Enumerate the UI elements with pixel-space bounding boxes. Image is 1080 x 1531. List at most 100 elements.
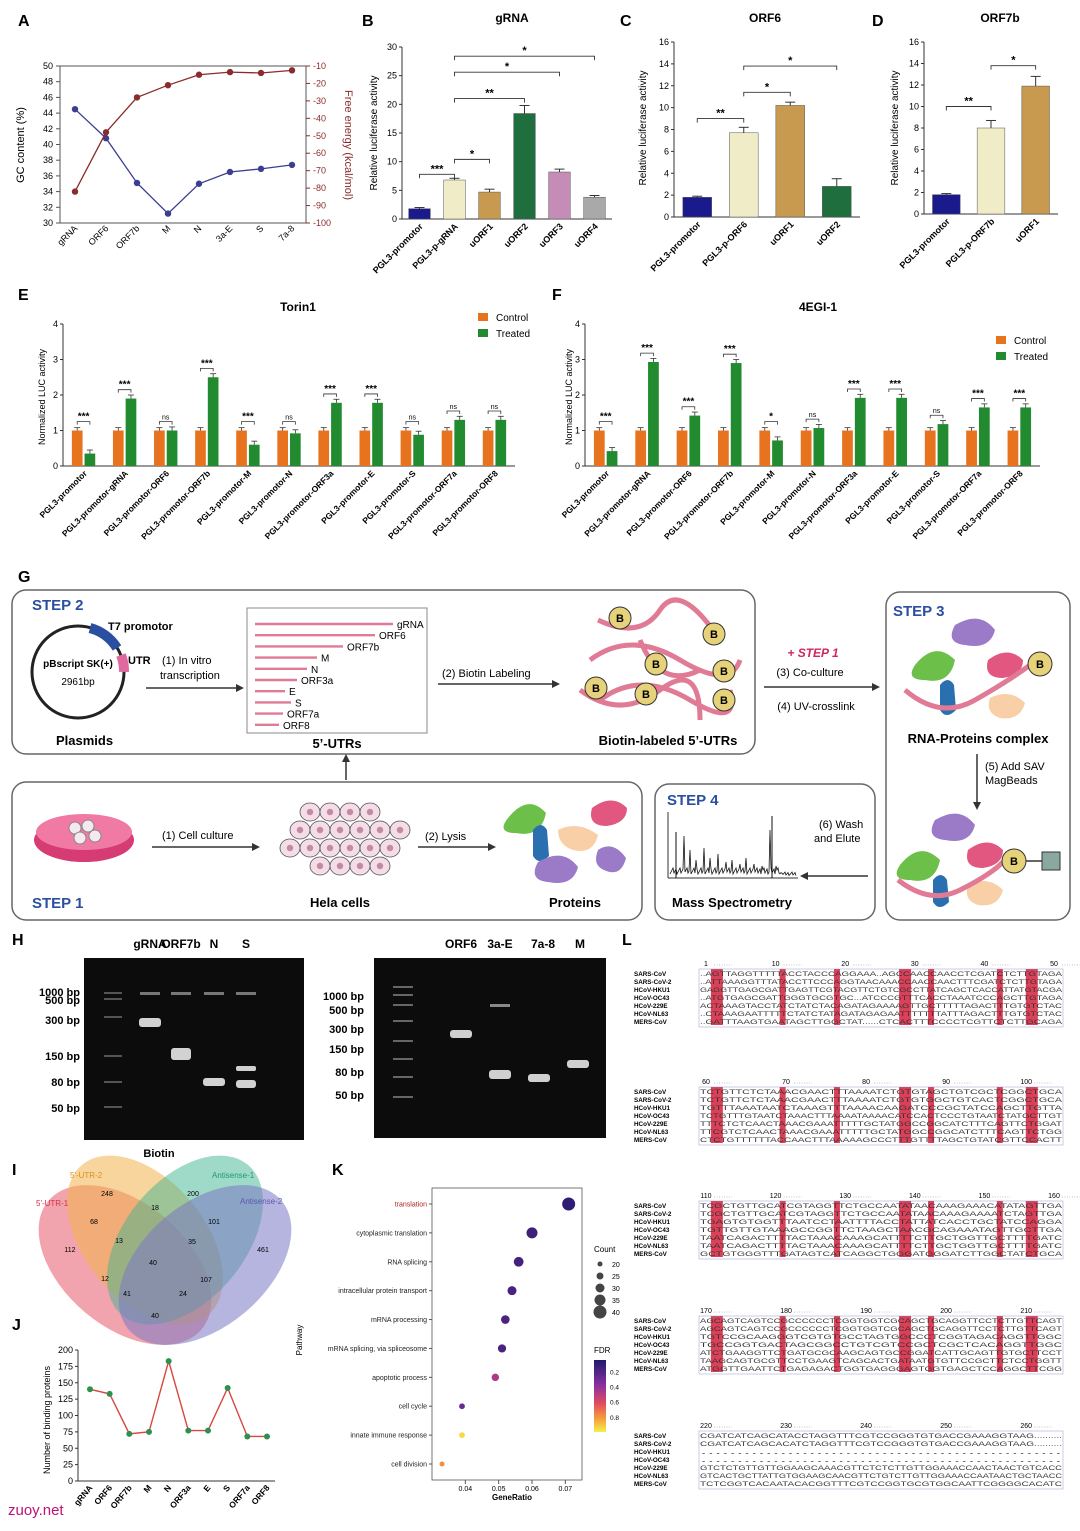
biotin-bead-label: B xyxy=(652,659,660,671)
alignment-species-label: HCoV-OC43 xyxy=(634,995,670,1002)
utr-line-label: M xyxy=(321,654,329,665)
venn-set-antisense2: Antisense-2 xyxy=(240,1197,283,1206)
alignment-conserved-column xyxy=(779,1087,786,1143)
bead-complex xyxy=(1027,651,1053,677)
pathway-dot xyxy=(497,1344,507,1353)
significance-bracket xyxy=(364,393,378,397)
j-point xyxy=(185,1427,192,1434)
significance-bracket xyxy=(405,421,420,425)
a-left-tick-label: 42 xyxy=(43,124,53,134)
alignment-block-frame xyxy=(698,1200,1064,1260)
venn-set-utr1: 5'-UTR-1 xyxy=(36,1199,69,1208)
significance-bracket xyxy=(929,414,944,419)
hela-nucleus xyxy=(286,844,294,852)
uv-crosslink-label: (4) UV-crosslink xyxy=(777,701,855,713)
gel-ladder-label-right: 80 bp xyxy=(335,1067,364,1079)
y-tick-label: 12 xyxy=(659,81,669,91)
a-left-tick-label: 38 xyxy=(43,155,53,165)
panel-a-ylabel-left: GC content (%) xyxy=(15,107,27,183)
dish-cell-4 xyxy=(88,829,102,843)
venn-count: 40 xyxy=(151,1313,159,1320)
alignment-species-label: MERS-CoV xyxy=(634,1137,668,1144)
step2-box xyxy=(11,589,756,755)
alignment-species-label: HCoV-HKU1 xyxy=(634,987,671,994)
x-tick-label: PGL3-promotor-ORF7b xyxy=(139,468,212,541)
a-point-1 xyxy=(288,67,296,74)
alignment-species-label: SARS-CoV xyxy=(634,1318,667,1325)
pathway-label: intracellular protein transport xyxy=(338,1288,427,1295)
gel-ladder-label-left: 300 bp xyxy=(45,1015,80,1027)
gel-band xyxy=(203,1078,225,1086)
significance-label: *** xyxy=(972,389,984,400)
a-right-tick-label: -20 xyxy=(313,78,326,88)
gel-lane-label-right: M xyxy=(575,937,585,951)
gel-band xyxy=(171,1048,191,1060)
alignment-conserved-column xyxy=(710,1316,723,1372)
venn-count: 13 xyxy=(115,1238,123,1245)
bead-complex-label: B xyxy=(1036,659,1044,671)
panel-a-ylabel-right: Free energy (kcal/mol) xyxy=(342,90,354,200)
ladder-band-right xyxy=(393,1020,413,1022)
gel-lane-label-right: ORF6 xyxy=(445,937,477,951)
bar-treated xyxy=(248,444,260,466)
panel-c: C ORF6 Relative luciferase activity 0 2 4 6… xyxy=(620,11,860,273)
alignment-ruler-label: 140 xyxy=(909,1193,921,1200)
alignment-sequence-row: ..CTAAAGAATTTTTCTATCTATAGATAGAGAATTTTTTT… xyxy=(700,1011,1063,1018)
alignment-ruler-label: 80 xyxy=(862,1079,870,1086)
hela-nucleus xyxy=(326,808,334,816)
alignment-species-label: MERS-CoV xyxy=(634,1366,668,1373)
y-tick-label: 150 xyxy=(58,1378,73,1388)
significance-bracket xyxy=(454,71,560,77)
alignment-species-label: HCoV-HKU1 xyxy=(634,1334,671,1341)
panel-e-legend-treated-swatch xyxy=(478,329,488,337)
bar-control xyxy=(400,430,412,466)
pathway-dot xyxy=(491,1373,500,1382)
panel-label-b: B xyxy=(362,13,374,30)
panel-e-legend-control-swatch xyxy=(478,313,488,321)
a-point-0 xyxy=(195,180,203,187)
y-tick-label: 4 xyxy=(53,319,58,329)
bar-treated xyxy=(648,361,659,466)
pathway-dot xyxy=(459,1403,465,1410)
biotin-bead xyxy=(644,652,668,676)
alignment-conserved-column xyxy=(779,969,786,1025)
j-line xyxy=(89,1358,267,1438)
protein-purple-2 xyxy=(931,813,975,841)
bar-control xyxy=(759,430,771,466)
bar-treated xyxy=(413,434,424,466)
gel-left-bands xyxy=(104,992,256,1108)
biotin-bead xyxy=(702,622,726,646)
a-right-tick-label: -80 xyxy=(313,183,326,193)
significance-bracket xyxy=(454,98,525,103)
alignment-conserved-column xyxy=(928,1316,935,1372)
venn-count: 101 xyxy=(208,1219,220,1226)
venn-counts: 248 200 112 461 68 18 101 13 35 40 12 107 41 24 40 xyxy=(64,1191,269,1320)
alignment-block-frame xyxy=(698,1315,1064,1375)
panel-f-legend-control-swatch xyxy=(996,336,1006,344)
hela-nucleus xyxy=(336,826,344,834)
x-tick-label: PGL3-promotor-ORF7a xyxy=(911,468,984,541)
arrow-step1-up-head xyxy=(342,754,350,762)
a-left-tick-label: 48 xyxy=(43,77,53,87)
alignment-species-label: HCoV-NL63 xyxy=(634,1129,669,1136)
protein-d xyxy=(558,826,598,851)
alignment-sequence-row: TCGCTGTTGCATCGTAGGTTCTGCCAATATAACAAAGAAA… xyxy=(700,1203,1063,1210)
bar-treated xyxy=(689,415,701,466)
proteins-label: Proteins xyxy=(549,895,601,910)
ladder-band-right xyxy=(393,1076,413,1078)
significance-bracket xyxy=(76,421,91,425)
alignment-sequence-row: CTCTGTTTTTTACCAACTTTAAAAAGCCCTTTGTTTTAGC… xyxy=(700,1137,1062,1144)
significance-label: ** xyxy=(485,88,494,100)
y-tick-label: 0 xyxy=(392,214,397,224)
pathway-label: translation xyxy=(395,1202,427,1209)
alignment-conserved-column xyxy=(833,1087,840,1143)
alignment-species-label: SARS-CoV-2 xyxy=(634,1097,672,1104)
significance-bracket xyxy=(282,421,296,425)
panel-k-ylabel: Pathway xyxy=(295,1325,304,1356)
significance-label: *** xyxy=(641,343,653,354)
y-tick-label: 25 xyxy=(63,1460,73,1470)
significance-label: * xyxy=(505,61,510,73)
count-legend-dot xyxy=(593,1305,607,1319)
